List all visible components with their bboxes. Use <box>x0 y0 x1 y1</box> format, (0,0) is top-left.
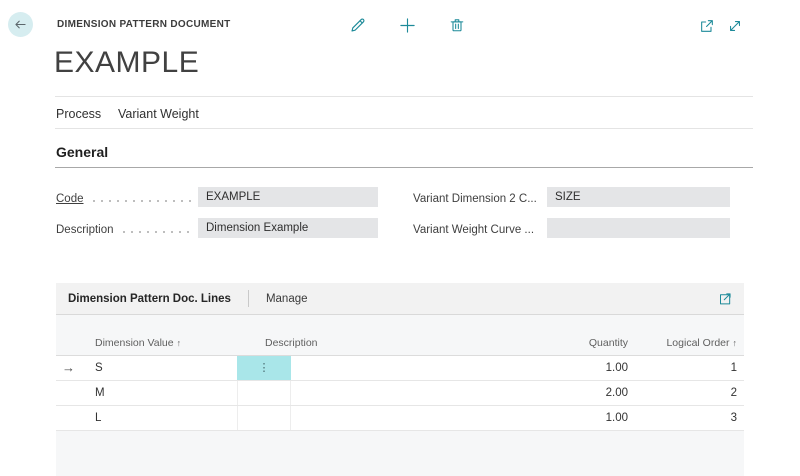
delete-button[interactable] <box>447 15 467 35</box>
back-button[interactable] <box>8 12 33 37</box>
page-title: EXAMPLE <box>54 46 199 80</box>
part-popout-button[interactable] <box>716 290 734 308</box>
variant-dimension-2-field-label: Variant Dimension 2 C... <box>413 189 545 205</box>
page: DIMENSION PATTERN DOCUMENT <box>0 0 800 476</box>
divider <box>55 128 753 129</box>
description-field-input[interactable]: Dimension Example <box>198 218 378 238</box>
lines-part-header: Dimension Pattern Doc. Lines Manage <box>56 283 744 315</box>
table-row: → S ⋮ 1.00 1 <box>56 356 744 381</box>
trash-icon <box>449 17 465 33</box>
lines-part: Dimension Pattern Doc. Lines Manage Dime… <box>56 283 744 476</box>
logical-order-cell[interactable]: 3 <box>637 406 737 430</box>
variant-dimension-2-field-input[interactable]: SIZE <box>547 187 730 207</box>
menubar-item-process[interactable]: Process <box>56 107 101 121</box>
sort-ascending-icon: ↑ <box>177 338 182 348</box>
pencil-icon <box>349 17 366 34</box>
active-row-marker-icon: → <box>62 356 82 380</box>
expand-diagonal-icon <box>727 18 743 34</box>
dotted-leader <box>120 228 192 234</box>
quantity-cell[interactable]: 1.00 <box>518 356 628 380</box>
divider <box>248 290 249 307</box>
logical-order-cell[interactable]: 2 <box>637 381 737 405</box>
quantity-cell[interactable]: 1.00 <box>518 406 628 430</box>
page-caption: DIMENSION PATTERN DOCUMENT <box>57 19 231 30</box>
divider <box>55 167 753 168</box>
section-header-general[interactable]: General <box>56 144 108 160</box>
dotted-leader <box>540 228 541 234</box>
lines-part-title[interactable]: Dimension Pattern Doc. Lines <box>68 293 231 305</box>
description-cell[interactable] <box>237 381 291 405</box>
column-header-quantity[interactable]: Quantity <box>518 330 628 355</box>
column-header-logical-order[interactable]: Logical Order ↑ <box>627 330 737 355</box>
code-field-label: Code <box>56 189 196 205</box>
new-button[interactable] <box>397 15 417 35</box>
manage-menu[interactable]: Manage <box>266 293 308 305</box>
table-row: L 1.00 3 <box>56 406 744 431</box>
description-field-label: Description <box>56 220 196 236</box>
open-in-new-window-icon <box>699 18 715 34</box>
variant-weight-curve-field-input[interactable] <box>547 218 730 238</box>
dimension-value-cell[interactable]: M <box>95 381 225 405</box>
dotted-leader <box>90 197 193 203</box>
open-in-new-window-button[interactable] <box>697 16 717 36</box>
arrow-left-icon <box>13 17 28 32</box>
quantity-cell[interactable]: 2.00 <box>518 381 628 405</box>
dimension-value-cell[interactable]: S <box>95 356 225 380</box>
logical-order-cell[interactable]: 1 <box>637 356 737 380</box>
open-in-new-window-icon <box>718 291 733 306</box>
divider <box>55 96 753 97</box>
code-field-caption[interactable]: Code <box>56 193 84 205</box>
code-field-input[interactable]: EXAMPLE <box>198 187 378 207</box>
edit-button[interactable] <box>347 15 367 35</box>
column-header-description[interactable]: Description <box>265 330 318 355</box>
cell-options-button[interactable]: ⋮ <box>237 356 291 380</box>
menubar-item-variant-weight[interactable]: Variant Weight <box>118 107 199 121</box>
sort-ascending-icon: ↑ <box>733 338 738 348</box>
table-row: M 2.00 2 <box>56 381 744 406</box>
column-header-dimension-value[interactable]: Dimension Value ↑ <box>95 330 181 355</box>
variant-weight-curve-field-label: Variant Weight Curve ... <box>413 220 545 236</box>
plus-icon <box>399 17 416 34</box>
dimension-value-cell[interactable]: L <box>95 406 225 430</box>
fullscreen-button[interactable] <box>725 16 745 36</box>
description-cell[interactable] <box>237 406 291 430</box>
